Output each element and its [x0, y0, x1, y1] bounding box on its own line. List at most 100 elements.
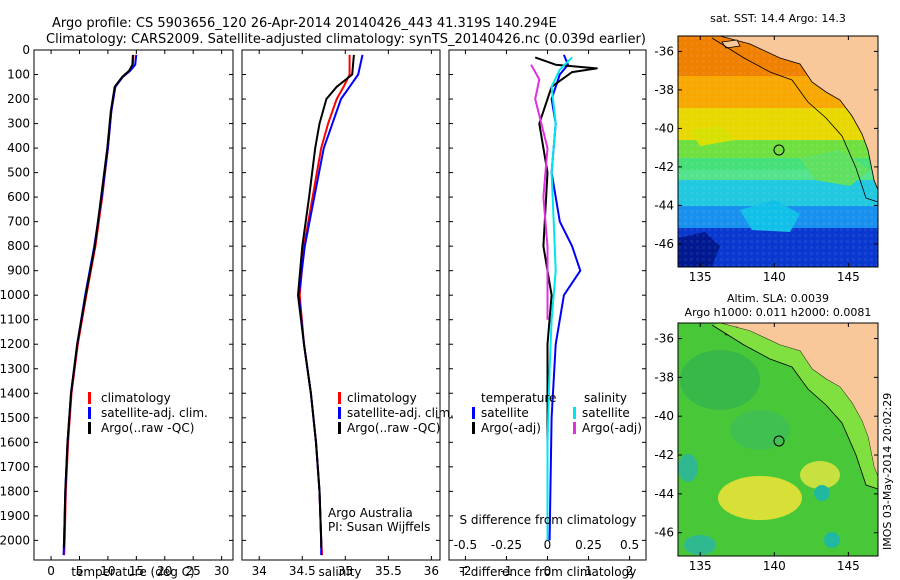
map-y-tick-label: -44 [654, 198, 674, 212]
sst-map-ticks: 135 140 145 -36 -38 -40 -42 -44 -46 [654, 36, 878, 284]
x-top-tick-label: 0.5 [620, 538, 639, 552]
series-line-argo-raw-qc [297, 54, 355, 548]
map-x-tick-label: 135 [689, 270, 712, 284]
argo-location-marker [773, 435, 785, 447]
temperature-xlabel: temperature (deg C) [71, 565, 194, 579]
difference-top-xlabel: S difference from climatology [460, 513, 637, 527]
legend-label-sal-argo: Argo(-adj) [582, 421, 642, 435]
salinity-axis-ticks: 34 34.5 35 35.5 36 [242, 49, 440, 578]
imos-watermark: IMOS 03-May-2014 20:02:29 [881, 393, 894, 550]
y-tick-label: 1300 [0, 362, 30, 376]
y-tick-label: 1500 [0, 411, 30, 425]
y-tick-label: 700 [7, 215, 30, 229]
sla-map-title-line1: Altim. SLA: 0.0039 [727, 292, 829, 305]
map-x-tick-label: 145 [837, 559, 860, 573]
x-tick-label: -1 [500, 564, 512, 578]
x-tick-label: 20 [157, 564, 172, 578]
pi-label: PI: Susan Wijffels [328, 520, 430, 534]
legend-swatch-climatology [338, 392, 341, 404]
x-top-tick-label: 0 [544, 538, 552, 552]
sla-patch-yellow-1 [718, 476, 802, 520]
y-tick-label: 500 [7, 166, 30, 180]
shelf-contour [711, 324, 878, 490]
x-tick-label: 35.5 [375, 564, 402, 578]
legend-swatch-climatology [88, 392, 91, 404]
map-x-tick-label: 145 [837, 270, 860, 284]
map-y-tick-label: -46 [654, 237, 674, 251]
sla-patch-yellow-2 [800, 461, 840, 489]
y-tick-label: 1400 [0, 386, 30, 400]
temperature-axis-ticks: 0100200300400500600700800900100011001200… [0, 43, 233, 578]
x-tick-label: 30 [214, 564, 229, 578]
x-top-tick-label: -0.25 [491, 538, 522, 552]
x-tick-label: 36 [424, 564, 439, 578]
legend-title-salinity: salinity [584, 391, 627, 405]
series-line-temperature-satellite [548, 54, 582, 541]
y-tick-label: 200 [7, 92, 30, 106]
x-tick-label: 2 [626, 564, 634, 578]
series-line-salinity-satellite [546, 56, 573, 541]
y-tick-label: 1200 [0, 337, 30, 351]
legend-label-satellite: satellite-adj. clim. [101, 406, 208, 420]
salinity-panel [241, 49, 441, 561]
y-tick-label: 400 [7, 141, 30, 155]
map-x-tick-label: 135 [689, 559, 712, 573]
legend-title-temperature: temperature [481, 391, 556, 405]
difference-legend: temperature salinity satellite Argo(-adj… [472, 391, 642, 435]
y-tick-label: 1700 [0, 460, 30, 474]
x-tick-label: 5 [76, 564, 84, 578]
salinity-legend: climatology satellite-adj. clim. Argo(..… [338, 391, 454, 435]
x-tick-label: 25 [186, 564, 201, 578]
difference-xlabel: T difference from climatology [459, 565, 637, 579]
y-tick-label: 1900 [0, 509, 30, 523]
y-tick-label: 1600 [0, 435, 30, 449]
argo-australia-label: Argo Australia [328, 506, 413, 520]
shelf-band [712, 323, 878, 489]
y-tick-label: 1800 [0, 484, 30, 498]
header-line2: Climatology: CARS2009. Satellite-adjuste… [46, 32, 646, 47]
x-tick-label: 1 [585, 564, 593, 578]
sla-map-frame [677, 322, 879, 557]
map-y-tick-label: -36 [654, 44, 674, 58]
temperature-panel [33, 49, 234, 561]
legend-label-climatology: climatology [347, 391, 417, 405]
series-line-salinity-argo-adj [530, 64, 549, 320]
series-line-temperature-argo-adj [534, 56, 598, 541]
map-y-tick-label: -36 [654, 332, 674, 346]
legend-swatch-satellite [88, 407, 91, 419]
temperature-legend: climatology satellite-adj. clim. Argo(..… [88, 391, 208, 435]
sst-map [678, 36, 878, 267]
x-tick-label: 0 [47, 564, 55, 578]
temperature-profiles [62, 54, 138, 556]
y-tick-label: 1000 [0, 288, 30, 302]
legend-swatch-satellite [338, 407, 341, 419]
argo-location-marker [773, 144, 785, 156]
sla-patch-teal-3 [684, 535, 716, 555]
x-top-tick-label: -0.5 [454, 538, 477, 552]
series-line-argo-raw-qc [62, 54, 134, 548]
sla-map [678, 323, 878, 556]
header-line1: Argo profile: CS 5903656_120 26-Apr-2014… [52, 16, 557, 31]
legend-label-sal-satellite: satellite [582, 406, 630, 420]
sst-map-title: sat. SST: 14.4 Argo: 14.3 [710, 12, 846, 25]
x-tick-label: 15 [129, 564, 144, 578]
legend-label-climatology: climatology [101, 391, 171, 405]
difference-axis-ticks: -2 -1 0 1 2 -0.5 -0.25 0 0.25 0.5 [449, 49, 646, 578]
legend-swatch-temp-satellite [472, 407, 475, 419]
legend-label-satellite: satellite-adj. clim. [347, 406, 454, 420]
sla-patch-teal-2 [824, 532, 840, 548]
y-tick-label: 300 [7, 117, 30, 131]
legend-swatch-argo [88, 422, 91, 434]
y-tick-label: 2000 [0, 533, 30, 547]
legend-label-temp-argo: Argo(-adj) [481, 421, 541, 435]
y-tick-label: 0 [22, 43, 30, 57]
map-y-tick-label: -38 [654, 370, 674, 384]
map-y-tick-label: -40 [654, 409, 674, 423]
y-tick-label: 1100 [0, 313, 30, 327]
map-y-tick-label: -40 [654, 121, 674, 135]
y-tick-label: 100 [7, 68, 30, 82]
land-mass [719, 36, 878, 191]
x-top-tick-label: 0.25 [575, 538, 602, 552]
map-x-tick-label: 140 [763, 559, 786, 573]
